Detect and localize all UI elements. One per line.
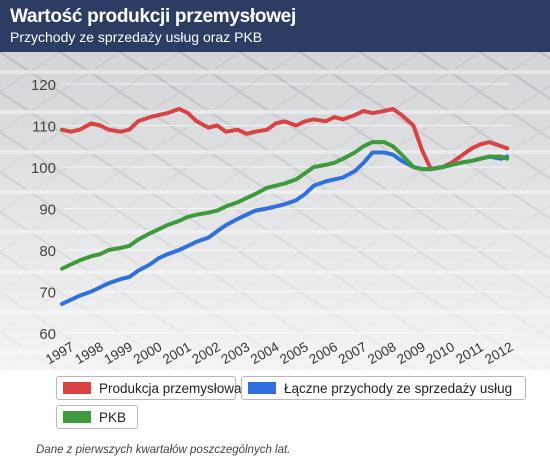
legend-label-uslugi: Łączne przychody ze sprzedaży usług [284, 380, 513, 396]
legend-label-produkcja: Produkcja przemysłowa [99, 380, 242, 396]
y-tick-label: 70 [39, 285, 56, 302]
y-tick-label: 120 [31, 77, 56, 94]
legend-swatch-pkb [63, 411, 91, 423]
y-tick-label: 90 [39, 202, 56, 219]
chart-title: Wartość produkcji przemysłowej [10, 6, 296, 27]
legend-item-uslugi: Łączne przychody ze sprzedaży usług [241, 376, 526, 400]
series-line-2 [60, 140, 510, 271]
legend-item-pkb: PKB [56, 405, 138, 429]
y-tick-label: 80 [39, 243, 56, 260]
legend-swatch-uslugi [248, 382, 276, 394]
footnote: Dane z pierwszych kwartałów poszczególny… [36, 444, 291, 456]
y-tick-label: 100 [31, 160, 56, 177]
chart-header: Wartość produkcji przemysłowej Przychody… [0, 0, 550, 52]
y-tick-label: 110 [32, 119, 56, 136]
legend-item-produkcja: Produkcja przemysłowa [56, 376, 242, 400]
background-fade [0, 52, 550, 370]
legend-swatch-produkcja [63, 382, 91, 394]
legend-label-pkb: PKB [99, 409, 127, 425]
y-tick-label: 60 [39, 326, 56, 343]
chart-subtitle: Przychody ze sprzedaży usług oraz PKB [10, 29, 263, 45]
